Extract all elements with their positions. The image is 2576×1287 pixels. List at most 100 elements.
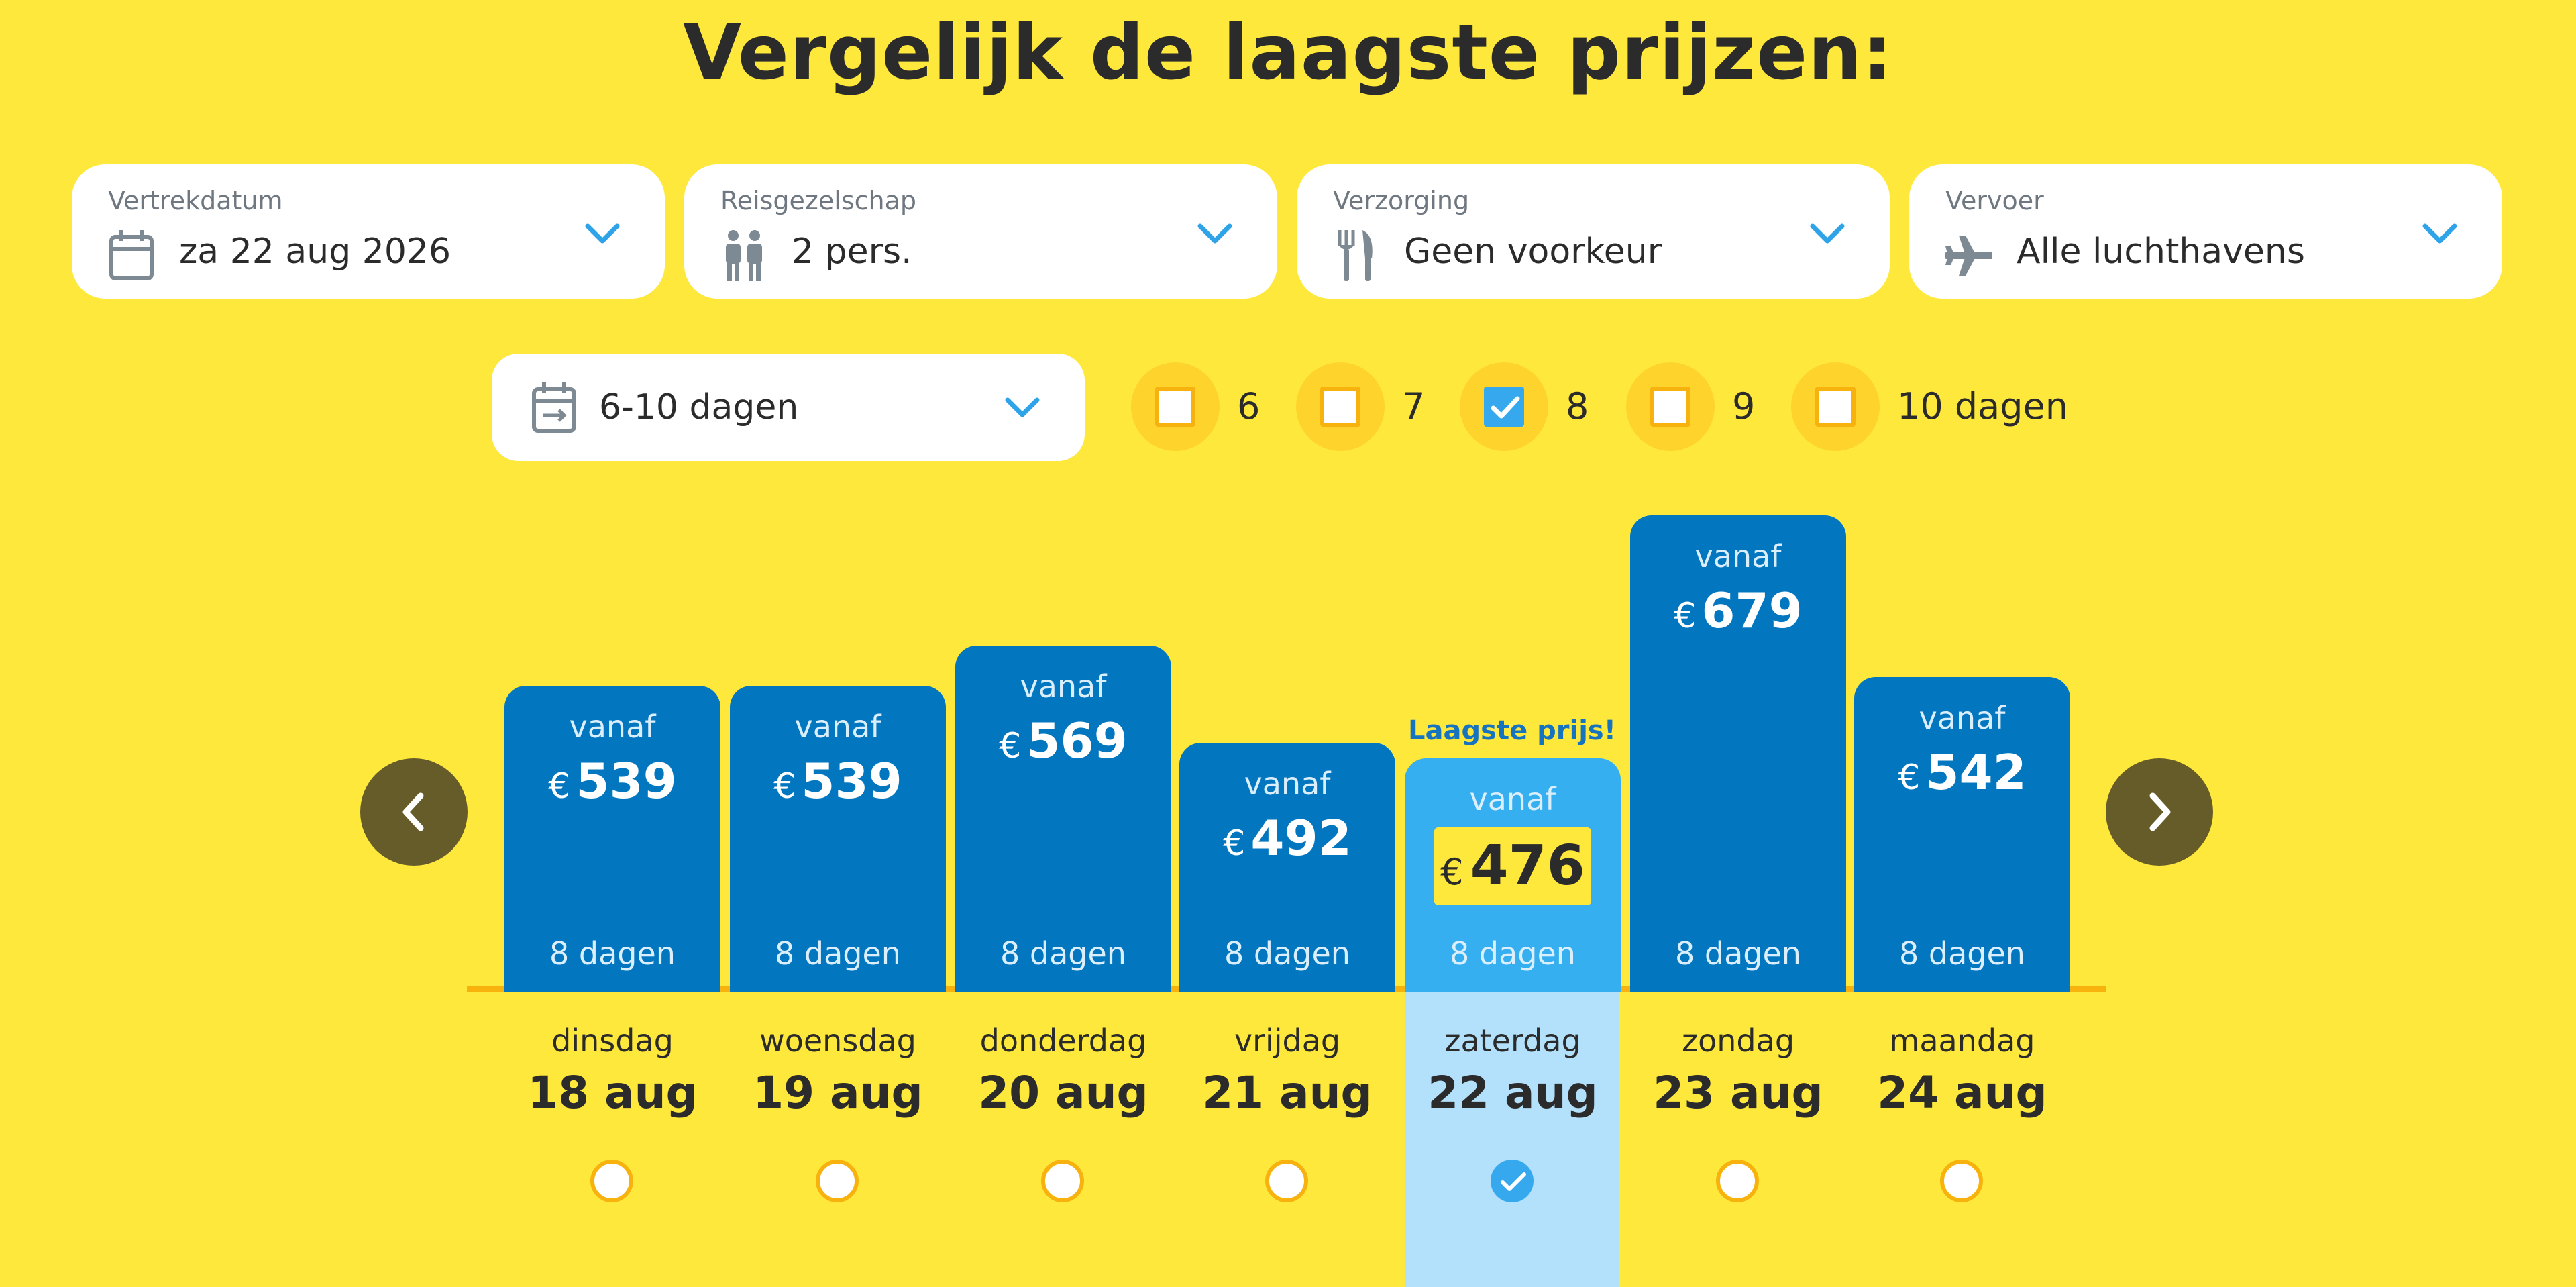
weekday: woensdag	[759, 1023, 916, 1059]
checkbox-checked[interactable]	[1484, 387, 1524, 427]
next-dates-button[interactable]	[2106, 758, 2213, 866]
lowest-price-highlight: €476	[1434, 827, 1591, 905]
price-bar-23-aug[interactable]: vanaf €679 8 dagen	[1630, 515, 1846, 992]
price-value: 492	[1250, 810, 1352, 866]
weekday: maandag	[1889, 1023, 2035, 1059]
date: 21 aug	[1202, 1067, 1373, 1119]
currency-symbol: €	[773, 766, 796, 807]
lowest-price-label: Laagste prijs!	[1408, 715, 1616, 746]
option-label: 7	[1402, 385, 1426, 427]
price-value: 542	[1925, 744, 2027, 801]
date: 20 aug	[978, 1067, 1148, 1119]
from-label: vanaf	[794, 709, 881, 745]
previous-dates-button[interactable]	[360, 758, 468, 866]
filter-value: za 22 aug 2026	[179, 231, 451, 272]
day-radio-18-aug[interactable]	[590, 1160, 633, 1202]
checkmark-icon	[1491, 396, 1520, 419]
currency-symbol: €	[1674, 596, 1697, 636]
checkmark-icon	[1501, 1172, 1526, 1191]
currency-symbol: €	[548, 766, 571, 807]
filter-value: Geen voorkeur	[1404, 231, 1662, 272]
date: 19 aug	[753, 1067, 923, 1119]
price-value: 476	[1470, 834, 1585, 898]
price-bar-24-aug[interactable]: vanaf €542 8 dagen	[1854, 677, 2070, 992]
day-radio-19-aug[interactable]	[816, 1160, 859, 1202]
currency-symbol: €	[1440, 851, 1464, 893]
price: €492	[1179, 810, 1395, 866]
day-radio-22-aug-checked[interactable]	[1491, 1160, 1534, 1202]
price-bar-19-aug[interactable]: vanaf €539 8 dagen	[730, 686, 946, 992]
price: €539	[730, 753, 946, 809]
option-label: 9	[1732, 385, 1756, 427]
duration-label: 8 dagen	[549, 935, 676, 972]
filter-label: Verzorging	[1333, 186, 1470, 215]
day-radio-21-aug[interactable]	[1265, 1160, 1308, 1202]
chevron-down-icon	[2422, 223, 2457, 244]
chevron-down-icon	[1005, 397, 1040, 417]
price-bar-22-aug-selected[interactable]: vanaf €476 8 dagen	[1405, 758, 1621, 992]
filter-value: 2 pers.	[792, 231, 912, 272]
filter-travel-party[interactable]: Reisgezelschap 2 pers.	[684, 164, 1277, 299]
filter-board-type[interactable]: Verzorging Geen voorkeur	[1297, 164, 1890, 299]
filter-departure-date[interactable]: Vertrekdatum za 22 aug 2026	[72, 164, 665, 299]
filter-label: Vertrekdatum	[108, 186, 283, 215]
currency-symbol: €	[1223, 823, 1246, 864]
duration-label: 8 dagen	[1000, 935, 1126, 972]
filter-label: Reisgezelschap	[720, 186, 916, 215]
price-bar-21-aug[interactable]: vanaf €492 8 dagen	[1179, 743, 1395, 992]
price: €539	[504, 753, 720, 809]
from-label: vanaf	[569, 709, 656, 745]
price-value: 539	[576, 753, 677, 809]
day-radio-23-aug[interactable]	[1716, 1160, 1759, 1202]
chevron-left-icon	[402, 792, 424, 831]
filter-transport[interactable]: Vervoer Alle luchthavens	[1909, 164, 2502, 299]
date: 18 aug	[527, 1067, 698, 1119]
weekday: donderdag	[979, 1023, 1147, 1059]
chevron-down-icon	[1810, 223, 1845, 244]
currency-symbol: €	[999, 726, 1022, 766]
cutlery-icon	[1338, 230, 1373, 281]
duration-label: 8 dagen	[775, 935, 901, 972]
checkbox[interactable]	[1155, 387, 1195, 427]
weekday: dinsdag	[551, 1023, 674, 1059]
from-label: vanaf	[1695, 538, 1782, 574]
price-bar-20-aug[interactable]: vanaf €569 8 dagen	[955, 646, 1171, 992]
chevron-down-icon	[585, 223, 620, 244]
checkbox[interactable]	[1650, 387, 1690, 427]
from-label: vanaf	[1020, 668, 1107, 705]
price-bar-18-aug[interactable]: vanaf €539 8 dagen	[504, 686, 720, 992]
weekday: zaterdag	[1444, 1023, 1581, 1059]
checkbox[interactable]	[1815, 387, 1856, 427]
price-value: 569	[1026, 713, 1128, 769]
date: 24 aug	[1877, 1067, 2047, 1119]
chevron-down-icon	[1197, 223, 1232, 244]
selected-day-highlight	[1405, 992, 1619, 1287]
page-title: Vergelijk de laagste prijzen:	[683, 9, 1893, 97]
day-radio-24-aug[interactable]	[1940, 1160, 1983, 1202]
duration-label: 8 dagen	[1675, 935, 1801, 972]
calendar-range-icon	[532, 382, 576, 433]
duration-label: 8 dagen	[1224, 935, 1350, 972]
duration-label: 8 dagen	[1899, 935, 2025, 972]
currency-symbol: €	[1898, 758, 1921, 798]
price: €569	[955, 713, 1171, 769]
duration-value: 6-10 dagen	[599, 387, 799, 427]
airplane-icon	[1945, 236, 1992, 276]
weekday: zondag	[1681, 1023, 1795, 1059]
date: 23 aug	[1653, 1067, 1823, 1119]
day-radio-20-aug[interactable]	[1041, 1160, 1084, 1202]
price-value: 539	[801, 753, 902, 809]
price: €542	[1854, 744, 2070, 801]
option-label: 10 dagen	[1897, 385, 2068, 427]
price-value: 679	[1701, 582, 1803, 639]
filter-label: Vervoer	[1945, 186, 2044, 215]
duration-label: 8 dagen	[1450, 935, 1576, 972]
checkbox[interactable]	[1320, 387, 1360, 427]
people-icon	[726, 230, 762, 281]
option-label: 6	[1237, 385, 1260, 427]
duration-select[interactable]: 6-10 dagen	[492, 354, 1085, 461]
chevron-right-icon	[2149, 792, 2171, 831]
from-label: vanaf	[1469, 781, 1556, 817]
price: €679	[1630, 582, 1846, 639]
filter-value: Alle luchthavens	[2017, 231, 2305, 272]
